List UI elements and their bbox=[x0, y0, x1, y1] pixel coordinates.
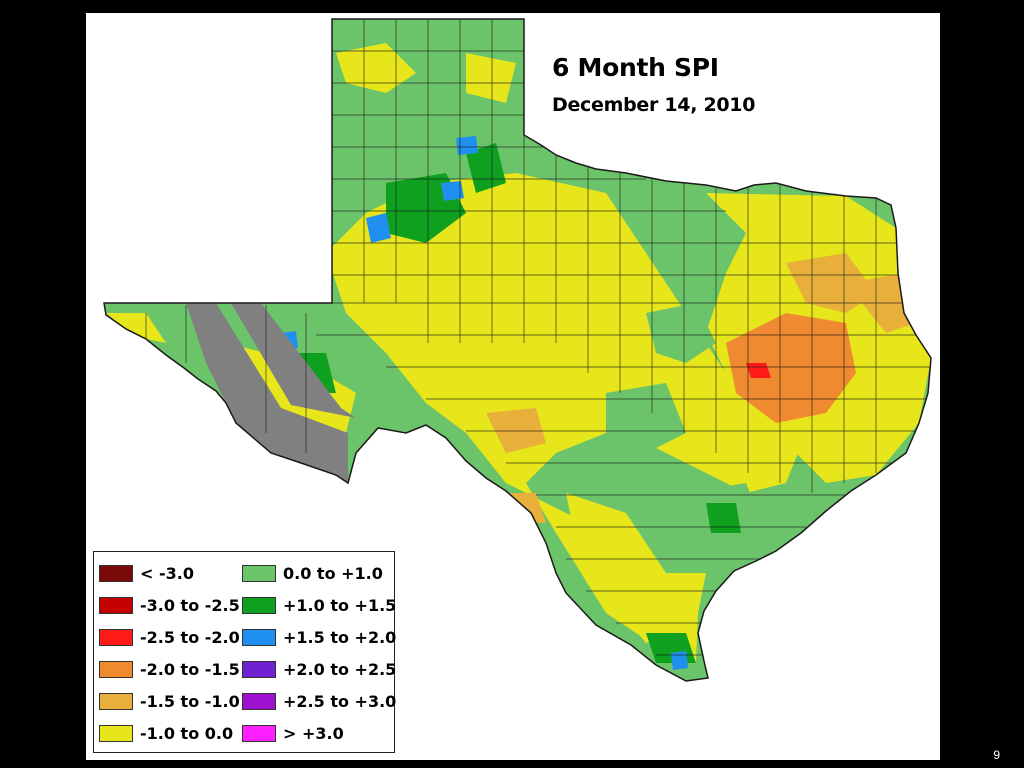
legend-swatch bbox=[99, 724, 133, 742]
legend-label: +1.5 to +2.0 bbox=[283, 627, 397, 647]
legend-swatch bbox=[99, 692, 133, 710]
legend: < -3.0 -3.0 to -2.5 -2.5 to -2.0 -2.0 to… bbox=[93, 551, 396, 753]
legend-swatch bbox=[242, 724, 276, 742]
legend-item: > +3.0 bbox=[242, 723, 344, 743]
slide: 6 Month SPI December 14, 2010 < -3.0 -3.… bbox=[86, 13, 940, 760]
legend-swatch bbox=[242, 692, 276, 710]
legend-swatch bbox=[242, 660, 276, 678]
legend-item: < -3.0 bbox=[99, 563, 194, 583]
map-title: 6 Month SPI bbox=[552, 53, 719, 82]
legend-swatch bbox=[242, 628, 276, 646]
legend-swatch bbox=[242, 564, 276, 582]
legend-item: -2.0 to -1.5 bbox=[99, 659, 240, 679]
legend-item: 0.0 to +1.0 bbox=[242, 563, 383, 583]
legend-item: +2.5 to +3.0 bbox=[242, 691, 396, 711]
legend-label: -2.0 to -1.5 bbox=[140, 659, 240, 679]
legend-swatch bbox=[99, 596, 133, 614]
legend-label: -1.5 to -1.0 bbox=[140, 691, 240, 711]
legend-item: -3.0 to -2.5 bbox=[99, 595, 240, 615]
legend-swatch bbox=[99, 660, 133, 678]
legend-label: 0.0 to +1.0 bbox=[283, 563, 383, 583]
map-date: December 14, 2010 bbox=[552, 94, 756, 116]
legend-label: +2.5 to +3.0 bbox=[283, 691, 397, 711]
legend-label: -2.5 to -2.0 bbox=[140, 627, 240, 647]
legend-item: +2.0 to +2.5 bbox=[242, 659, 396, 679]
legend-label: -1.0 to 0.0 bbox=[140, 723, 234, 743]
legend-item: +1.0 to +1.5 bbox=[242, 595, 396, 615]
legend-swatch bbox=[99, 564, 133, 582]
legend-item: -2.5 to -2.0 bbox=[99, 627, 240, 647]
page-number: 9 bbox=[993, 748, 1000, 762]
legend-swatch bbox=[242, 596, 276, 614]
legend-label: +2.0 to +2.5 bbox=[283, 659, 397, 679]
legend-item: -1.5 to -1.0 bbox=[99, 691, 240, 711]
legend-swatch bbox=[99, 628, 133, 646]
legend-label: < -3.0 bbox=[140, 563, 194, 583]
legend-label: +1.0 to +1.5 bbox=[283, 595, 397, 615]
legend-label: -3.0 to -2.5 bbox=[140, 595, 240, 615]
legend-item: -1.0 to 0.0 bbox=[99, 723, 233, 743]
legend-item: +1.5 to +2.0 bbox=[242, 627, 396, 647]
legend-label: > +3.0 bbox=[283, 723, 344, 743]
